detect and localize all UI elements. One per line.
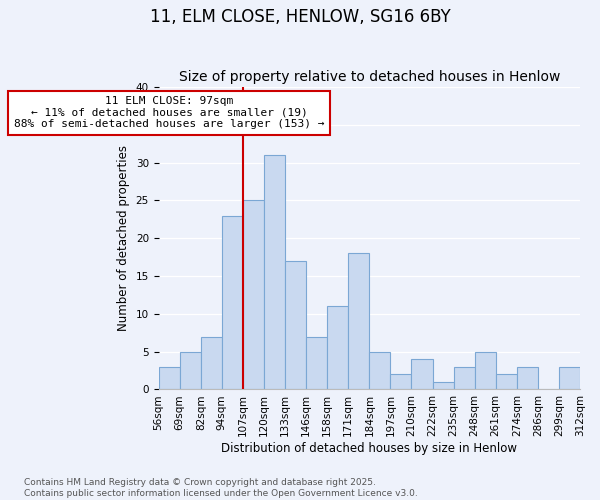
Bar (179, 352, 201, 390)
Bar (475, 352, 496, 390)
Bar (454, 367, 475, 390)
Bar (391, 374, 412, 390)
Text: 11 ELM CLOSE: 97sqm
← 11% of detached houses are smaller (19)
88% of semi-detach: 11 ELM CLOSE: 97sqm ← 11% of detached ho… (14, 96, 325, 130)
Bar (243, 200, 264, 390)
X-axis label: Distribution of detached houses by size in Henlow: Distribution of detached houses by size … (221, 442, 517, 455)
Bar (222, 216, 243, 390)
Bar (433, 382, 454, 390)
Y-axis label: Number of detached properties: Number of detached properties (117, 146, 130, 332)
Bar (496, 374, 517, 390)
Bar (348, 254, 370, 390)
Text: Contains HM Land Registry data © Crown copyright and database right 2025.
Contai: Contains HM Land Registry data © Crown c… (24, 478, 418, 498)
Bar (201, 336, 222, 390)
Title: Size of property relative to detached houses in Henlow: Size of property relative to detached ho… (179, 70, 560, 85)
Bar (327, 306, 348, 390)
Bar (264, 155, 285, 390)
Bar (285, 261, 306, 390)
Bar (517, 367, 538, 390)
Bar (306, 336, 327, 390)
Bar (559, 367, 580, 390)
Bar (158, 367, 179, 390)
Bar (412, 359, 433, 390)
Bar (370, 352, 391, 390)
Text: 11, ELM CLOSE, HENLOW, SG16 6BY: 11, ELM CLOSE, HENLOW, SG16 6BY (149, 8, 451, 26)
